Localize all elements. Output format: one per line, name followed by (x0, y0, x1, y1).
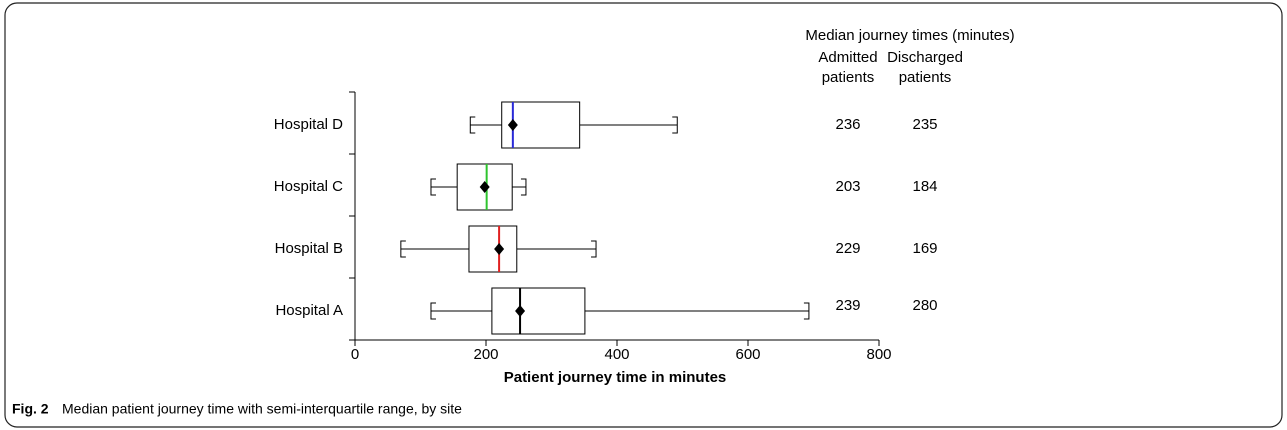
whisker-cap (591, 240, 597, 258)
table-cell: 235 (912, 116, 937, 133)
x-tick-label: 400 (604, 346, 629, 363)
y-tick-label: Hospital B (275, 240, 343, 257)
table-cell: 239 (835, 297, 860, 314)
x-tick-label: 600 (735, 346, 760, 363)
whisker-cap (672, 116, 678, 134)
x-tick-label: 200 (473, 346, 498, 363)
table-column-header: patients (822, 69, 875, 86)
y-tick-label: Hospital D (274, 116, 343, 133)
table-title: Median journey times (minutes) (805, 27, 1014, 44)
whisker-cap (469, 116, 476, 134)
whisker-cap (430, 178, 436, 196)
mean-marker (507, 119, 518, 131)
table-column-header: patients (899, 69, 952, 86)
mean-marker (515, 305, 526, 317)
box (468, 225, 518, 273)
y-tick-label: Hospital C (274, 178, 343, 195)
table-cell: 280 (912, 297, 937, 314)
table-cell: 236 (835, 116, 860, 133)
table-cell: 184 (912, 178, 937, 195)
table-cell: 229 (835, 240, 860, 257)
table-cell: 203 (835, 178, 860, 195)
frame (4, 2, 1283, 428)
whisker-cap (803, 302, 810, 320)
table-column-header: Discharged (887, 49, 963, 66)
y-tick-label: Hospital A (275, 302, 343, 319)
whisker-cap (520, 178, 527, 196)
x-axis-title: Patient journey time in minutes (504, 369, 727, 386)
table-cell: 169 (912, 240, 937, 257)
caption-text: Median patient journey time with semi-in… (62, 401, 462, 417)
caption-label: Fig. 2 (12, 401, 49, 417)
table-column-header: Admitted (818, 49, 877, 66)
box (491, 287, 586, 335)
whisker-cap (430, 302, 436, 320)
x-tick-label: 800 (866, 346, 891, 363)
mean-marker (494, 243, 505, 255)
x-tick-label: 0 (351, 346, 359, 363)
whisker-cap (400, 240, 406, 258)
mean-marker (479, 181, 490, 193)
